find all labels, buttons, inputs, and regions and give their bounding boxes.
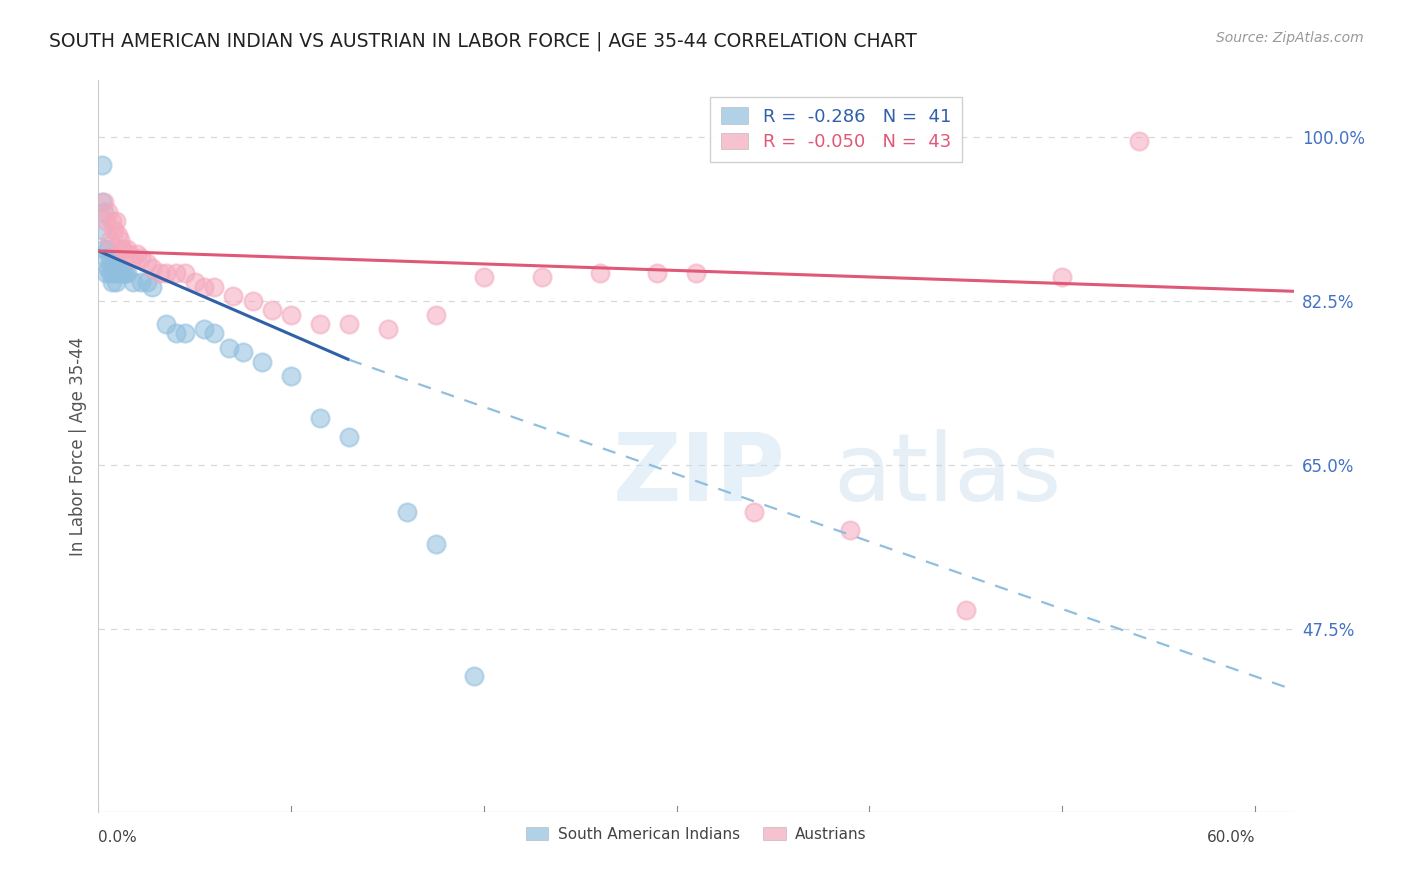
Point <box>141 260 163 275</box>
Point <box>742 505 765 519</box>
Point <box>117 266 139 280</box>
Text: atlas: atlas <box>834 429 1062 521</box>
Point <box>309 317 332 331</box>
Point <box>165 326 187 341</box>
Point <box>97 260 120 275</box>
Point <box>103 266 125 280</box>
Point <box>94 214 117 228</box>
Point <box>94 252 117 266</box>
Point <box>101 214 124 228</box>
Point <box>174 266 197 280</box>
Text: 60.0%: 60.0% <box>1206 830 1256 845</box>
Point <box>101 275 124 289</box>
Point <box>463 669 485 683</box>
Point <box>280 368 302 383</box>
Point <box>222 289 245 303</box>
Point <box>165 266 187 280</box>
Point <box>135 275 157 289</box>
Point <box>110 260 132 275</box>
Point <box>107 266 129 280</box>
Point <box>104 260 127 275</box>
Point <box>395 505 418 519</box>
Point <box>103 223 125 237</box>
Point <box>125 246 148 260</box>
Point <box>103 252 125 266</box>
Point <box>141 279 163 293</box>
Point <box>112 242 135 256</box>
Point <box>260 303 283 318</box>
Text: Source: ZipAtlas.com: Source: ZipAtlas.com <box>1216 31 1364 45</box>
Point <box>280 308 302 322</box>
Point <box>93 204 115 219</box>
Point <box>122 275 145 289</box>
Point <box>530 270 553 285</box>
Point <box>202 279 225 293</box>
Point <box>91 223 114 237</box>
Point <box>472 270 495 285</box>
Point <box>122 252 145 266</box>
Point <box>93 242 115 256</box>
Point <box>337 429 360 443</box>
Legend: South American Indians, Austrians: South American Indians, Austrians <box>519 821 873 848</box>
Point <box>232 345 254 359</box>
Y-axis label: In Labor Force | Age 35-44: In Labor Force | Age 35-44 <box>69 336 87 556</box>
Point <box>1050 270 1073 285</box>
Text: 0.0%: 0.0% <box>98 830 138 845</box>
Point <box>110 242 132 256</box>
Point <box>425 308 447 322</box>
Point <box>252 354 274 368</box>
Point <box>108 233 131 247</box>
Point <box>98 233 121 247</box>
Point <box>104 214 127 228</box>
Point <box>155 266 177 280</box>
Point <box>129 252 152 266</box>
Point <box>647 266 669 280</box>
Point <box>129 275 152 289</box>
Point <box>114 266 136 280</box>
Point <box>242 293 264 308</box>
Point <box>174 326 197 341</box>
Point <box>685 266 707 280</box>
Point <box>309 410 332 425</box>
Point <box>97 242 120 256</box>
Point <box>93 195 115 210</box>
Point <box>91 158 114 172</box>
Point <box>193 322 215 336</box>
Point <box>94 266 117 280</box>
Point <box>135 256 157 270</box>
Point <box>377 322 399 336</box>
Point <box>91 195 114 210</box>
Point <box>193 279 215 293</box>
Point <box>107 227 129 242</box>
Point <box>218 341 240 355</box>
Point <box>97 204 120 219</box>
Point <box>98 252 121 266</box>
Point <box>104 275 127 289</box>
Point <box>202 326 225 341</box>
Point <box>155 317 177 331</box>
Text: ZIP: ZIP <box>613 429 785 521</box>
Point <box>337 317 360 331</box>
Point <box>117 242 139 256</box>
Point <box>149 266 172 280</box>
Point <box>588 266 610 280</box>
Point <box>98 266 121 280</box>
Point <box>112 266 135 280</box>
Point <box>108 266 131 280</box>
Point <box>118 246 141 260</box>
Point <box>184 275 207 289</box>
Point <box>839 524 862 538</box>
Text: SOUTH AMERICAN INDIAN VS AUSTRIAN IN LABOR FORCE | AGE 35-44 CORRELATION CHART: SOUTH AMERICAN INDIAN VS AUSTRIAN IN LAB… <box>49 31 917 51</box>
Point <box>955 603 977 617</box>
Point <box>425 537 447 551</box>
Point <box>101 260 124 275</box>
Point <box>1128 134 1150 148</box>
